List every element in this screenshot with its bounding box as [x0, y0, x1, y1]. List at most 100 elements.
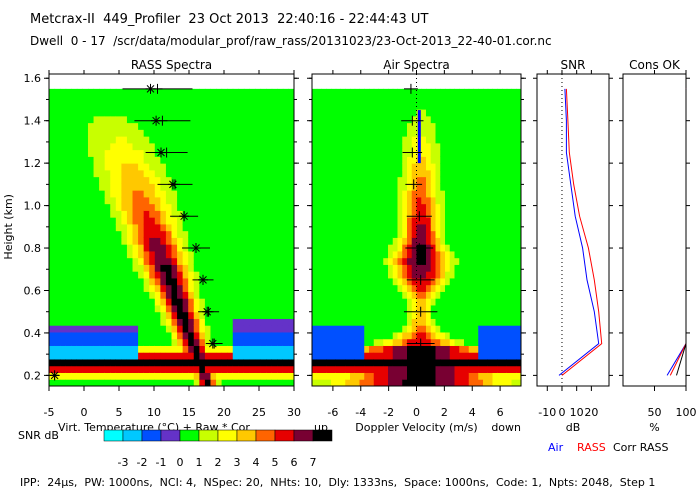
heatmap-cell — [326, 345, 332, 353]
heatmap-cell — [397, 331, 403, 340]
cor-marker — [157, 148, 165, 157]
heatmap-cell — [121, 318, 128, 326]
heatmap-cell — [193, 284, 200, 292]
heatmap-cell — [277, 304, 284, 313]
heatmap-cell — [449, 298, 455, 306]
heatmap-cell — [232, 298, 239, 306]
heatmap-cell — [388, 115, 394, 124]
heatmap-cell — [350, 169, 356, 178]
heatmap-cell — [216, 338, 223, 346]
heatmap-cell — [260, 358, 267, 367]
heatmap-cell — [492, 338, 498, 346]
heatmap-cell — [104, 136, 111, 144]
heatmap-cell — [121, 365, 128, 373]
heatmap-cell — [210, 365, 217, 373]
heatmap-cell — [104, 95, 111, 103]
heatmap-cell — [238, 284, 245, 292]
heatmap-cell — [182, 298, 189, 306]
heatmap-cell — [312, 115, 318, 124]
heatmap-cell — [160, 352, 167, 360]
heatmap-cell — [171, 298, 178, 306]
heatmap-cell — [165, 196, 172, 205]
heatmap-cell — [138, 304, 145, 313]
heatmap-cell — [359, 257, 365, 265]
heatmap-cell — [227, 304, 234, 313]
heatmap-cell — [216, 210, 223, 218]
heatmap-cell — [435, 190, 441, 198]
heatmap-cell — [321, 298, 327, 306]
heatmap-cell — [232, 136, 239, 144]
heatmap-cell — [326, 190, 332, 198]
heatmap-cell — [511, 122, 517, 130]
heatmap-cell — [331, 338, 337, 346]
heatmap-cell — [110, 88, 117, 97]
heatmap-cell — [260, 291, 267, 299]
heatmap-cell — [473, 230, 479, 238]
heatmap-cell — [473, 217, 479, 225]
heatmap-cell — [468, 176, 474, 184]
heatmap-cell — [126, 196, 134, 205]
heatmap-cell — [221, 88, 228, 97]
heatmap-cell — [138, 210, 145, 218]
heatmap-cell — [82, 115, 89, 124]
heatmap-cell — [132, 304, 139, 313]
heatmap-cell — [126, 136, 134, 144]
heatmap-cell — [430, 237, 436, 245]
heatmap-cell — [60, 149, 67, 157]
heatmap-cell — [464, 352, 470, 360]
heatmap-cell — [204, 149, 211, 157]
heatmap-cell — [82, 352, 89, 360]
heatmap-cell — [354, 318, 360, 326]
heatmap-cell — [426, 156, 432, 164]
cor-marker — [192, 244, 200, 252]
heatmap-cell — [402, 311, 408, 319]
heatmap-cell — [149, 372, 156, 380]
heatmap-cell — [232, 156, 239, 164]
heatmap-cell — [335, 142, 341, 151]
heatmap-cell — [335, 176, 341, 184]
y-tick-label: 0.8 — [24, 242, 42, 255]
heatmap-cell — [383, 372, 389, 380]
heatmap-cell — [216, 230, 223, 238]
heatmap-cell — [511, 250, 517, 259]
heatmap-cell — [454, 311, 460, 319]
heatmap-cell — [321, 237, 327, 245]
heatmap-cell — [468, 284, 474, 292]
heatmap-cell — [99, 325, 106, 333]
heatmap-cell — [321, 203, 327, 211]
heatmap-cell — [316, 358, 322, 367]
heatmap-cell — [199, 223, 206, 232]
heatmap-cell — [65, 271, 72, 279]
heatmap-cell — [182, 291, 189, 299]
heatmap-cell — [312, 176, 318, 184]
heatmap-cell — [388, 304, 394, 313]
heatmap-cell — [421, 230, 427, 238]
x-tick-label: 6 — [497, 406, 504, 419]
heatmap-cell — [65, 372, 72, 380]
heatmap-cell — [497, 250, 503, 259]
heatmap-cell — [312, 291, 318, 299]
heatmap-cell — [76, 284, 83, 292]
heatmap-cell — [232, 169, 239, 178]
heatmap-cell — [143, 277, 150, 286]
heatmap-cell — [426, 230, 432, 238]
heatmap-cell — [288, 352, 295, 360]
heatmap-cell — [260, 142, 267, 151]
heatmap-cell — [388, 325, 394, 333]
heatmap-cell — [199, 291, 206, 299]
heatmap-cell — [383, 109, 389, 117]
heatmap-cell — [392, 372, 398, 380]
heatmap-cell — [221, 230, 228, 238]
heatmap-cell — [326, 358, 332, 367]
heatmap-cell — [216, 102, 223, 110]
heatmap-cell — [227, 271, 234, 279]
heatmap-cell — [199, 338, 206, 346]
heatmap-cell — [193, 196, 200, 205]
heatmap-cell — [126, 176, 134, 184]
heatmap-cell — [359, 311, 365, 319]
heatmap-cell — [71, 277, 78, 286]
heatmap-cell — [359, 203, 365, 211]
heatmap-cell — [60, 230, 67, 238]
heatmap-cell — [165, 244, 172, 252]
heatmap-cell — [426, 142, 432, 151]
